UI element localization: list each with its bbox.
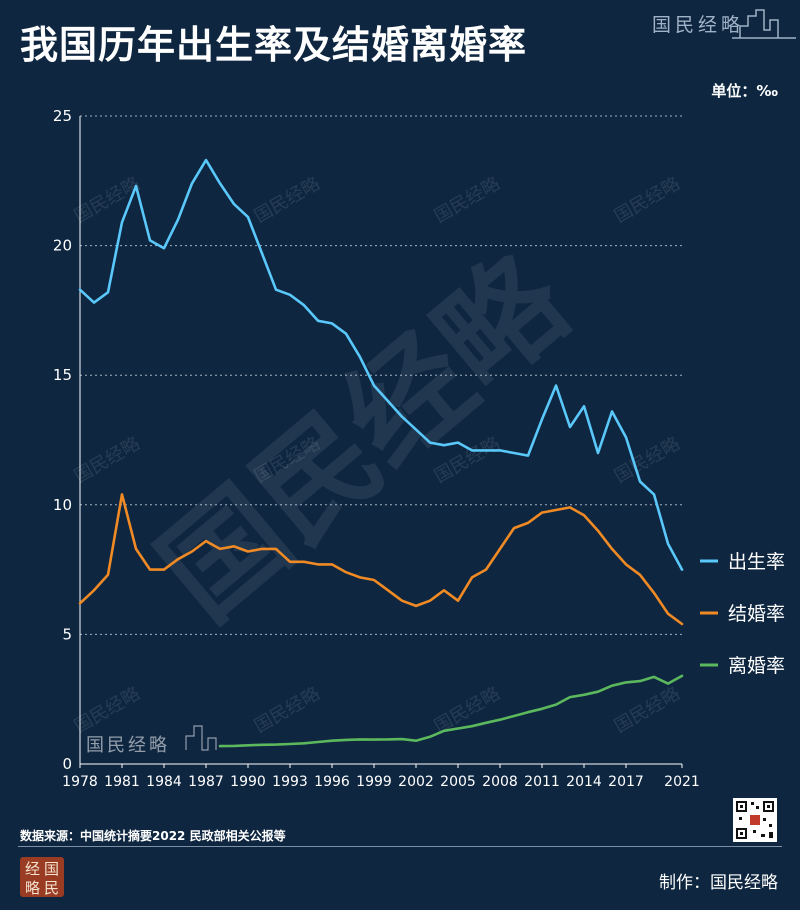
seal-char: 民 <box>44 879 60 897</box>
watermark-text: 国民经略 <box>71 683 144 737</box>
seal-char: 国 <box>44 860 60 878</box>
x-tick-label: 1987 <box>188 774 224 790</box>
watermark-text: 国民经略 <box>251 683 324 737</box>
x-tick-label: 2008 <box>482 774 518 790</box>
series-line <box>218 674 684 748</box>
y-tick-label: 15 <box>53 366 72 384</box>
seal-char: 略 <box>25 879 41 897</box>
x-tick-label: 2002 <box>398 774 434 790</box>
series-lines <box>78 158 684 748</box>
x-tick-label: 1996 <box>314 774 350 790</box>
x-tick-label: 2017 <box>608 774 644 790</box>
qr-code-icon <box>733 798 777 842</box>
watermark-text: 国民经略 <box>431 173 504 227</box>
watermark-text: 国民经略 <box>431 683 504 737</box>
watermark-text: 国民经略 <box>251 173 324 227</box>
x-tick-label: 2011 <box>524 774 560 790</box>
watermark-text: 国民经略 <box>611 433 684 487</box>
y-tick-label: 25 <box>53 107 72 125</box>
legend-label: 离婚率 <box>728 655 785 677</box>
watermark-large: 国民经略 <box>135 230 594 646</box>
data-source: 数据来源：中国统计摘要2022 民政部相关公报等 <box>20 829 286 843</box>
series-line <box>78 493 684 626</box>
series-line <box>78 158 684 571</box>
page-title: 我国历年出生率及结婚离婚率 <box>20 23 528 67</box>
credit-label: 制作：国民经略 <box>659 873 778 893</box>
chart-brand-mark: 国民经略 <box>86 735 170 756</box>
skyline-icon <box>185 725 217 751</box>
y-tick-label: 10 <box>53 496 72 514</box>
brand-logo: 国民经略 <box>652 6 796 40</box>
y-tick-label: 0 <box>62 755 72 773</box>
legend-label: 出生率 <box>728 551 785 573</box>
y-tick-label: 5 <box>62 625 72 643</box>
watermark-text: 国民经略 <box>71 173 144 227</box>
gridlines <box>80 115 682 635</box>
watermark-text: 国民经略 <box>71 433 144 487</box>
footer-divider <box>18 846 782 847</box>
y-tick-label: 20 <box>53 237 72 255</box>
x-tick-label: 1981 <box>104 774 140 790</box>
x-tick-label: 1999 <box>356 774 392 790</box>
x-tick-label: 1984 <box>146 774 182 790</box>
x-tick-label: 1990 <box>230 774 266 790</box>
x-tick-label: 2014 <box>566 774 602 790</box>
brand-seal: 经 国 略 民 <box>20 857 64 897</box>
x-tick-label: 1978 <box>62 774 98 790</box>
seal-char: 经 <box>25 860 41 878</box>
x-tick-label: 1993 <box>272 774 308 790</box>
axes: 0 5 10 15 20 25 1978 1981 1984 1987 1990 1993 1996 19… <box>53 107 700 790</box>
skyline-icon <box>732 9 796 39</box>
watermark-text: 国民经略 <box>611 173 684 227</box>
legend-label: 结婚率 <box>728 603 785 625</box>
x-tick-label: 2005 <box>440 774 476 790</box>
brand-logo-text: 国民经略 <box>652 14 745 36</box>
watermark-text: 国民经略 <box>611 683 684 737</box>
x-tick-label: 2021 <box>664 774 700 790</box>
unit-label: 单位：‰ <box>711 82 778 100</box>
